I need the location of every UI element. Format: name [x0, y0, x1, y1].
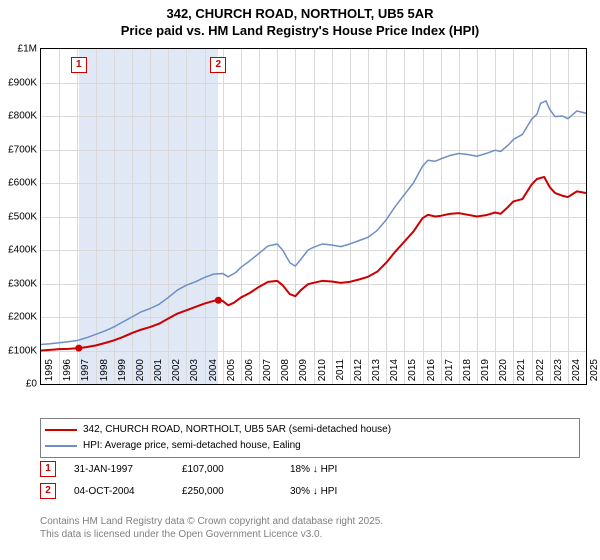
sale-price: £250,000: [182, 486, 272, 497]
chart-title: 342, CHURCH ROAD, NORTHOLT, UB5 5AR Pric…: [0, 0, 600, 40]
x-axis-label: 2007: [262, 359, 273, 389]
y-axis-label: £500K: [8, 211, 37, 222]
series-line-price_paid: [41, 177, 586, 351]
x-axis-label: 2008: [280, 359, 291, 389]
x-axis-label: 2000: [135, 359, 146, 389]
x-axis-label: 2014: [389, 359, 400, 389]
x-axis-label: 2016: [426, 359, 437, 389]
sale-price: £107,000: [182, 464, 272, 475]
marker-badge-1: 1: [40, 461, 56, 477]
x-axis-label: 1998: [99, 359, 110, 389]
y-axis-label: £100K: [8, 345, 37, 356]
x-axis-label: 2021: [516, 359, 527, 389]
sale-vs-hpi: 18% ↓ HPI: [290, 464, 380, 475]
x-axis-label: 1997: [80, 359, 91, 389]
chart-marker-2: 2: [210, 57, 226, 73]
legend-swatch-hpi: [45, 445, 77, 447]
y-axis-label: £200K: [8, 312, 37, 323]
y-axis-label: £300K: [8, 278, 37, 289]
y-axis-label: £600K: [8, 178, 37, 189]
x-axis-label: 2013: [371, 359, 382, 389]
footer-attribution: Contains HM Land Registry data © Crown c…: [40, 515, 383, 541]
sale-date: 04-OCT-2004: [74, 486, 164, 497]
x-axis-label: 2024: [571, 359, 582, 389]
x-axis-label: 2018: [462, 359, 473, 389]
series-line-hpi: [41, 101, 586, 345]
table-row: 2 04-OCT-2004 £250,000 30% ↓ HPI: [40, 480, 585, 502]
x-axis-label: 2010: [317, 359, 328, 389]
x-axis-label: 2012: [353, 359, 364, 389]
x-axis-label: 2003: [189, 359, 200, 389]
plot-area: £0£100K£200K£300K£400K£500K£600K£700K£80…: [40, 48, 587, 385]
table-row: 1 31-JAN-1997 £107,000 18% ↓ HPI: [40, 458, 585, 480]
footer-line-2: This data is licensed under the Open Gov…: [40, 528, 383, 541]
legend-item-hpi: HPI: Average price, semi-detached house,…: [45, 438, 575, 454]
x-axis-label: 2009: [298, 359, 309, 389]
legend-item-price-paid: 342, CHURCH ROAD, NORTHOLT, UB5 5AR (sem…: [45, 422, 575, 438]
x-axis-label: 2015: [407, 359, 418, 389]
y-axis-label: £800K: [8, 111, 37, 122]
x-axis-label: 2019: [480, 359, 491, 389]
sale-vs-hpi: 30% ↓ HPI: [290, 486, 380, 497]
x-axis-label: 2004: [208, 359, 219, 389]
x-axis-label: 2017: [444, 359, 455, 389]
sale-point-dot: [215, 297, 222, 304]
y-axis-label: £1M: [18, 44, 37, 55]
y-axis-label: £0: [26, 379, 37, 390]
legend-label-hpi: HPI: Average price, semi-detached house,…: [83, 439, 301, 453]
y-axis-label: £400K: [8, 245, 37, 256]
x-axis-label: 1996: [62, 359, 73, 389]
footer-line-1: Contains HM Land Registry data © Crown c…: [40, 515, 383, 528]
x-axis-label: 2023: [553, 359, 564, 389]
x-axis-label: 2020: [498, 359, 509, 389]
x-axis-label: 1999: [117, 359, 128, 389]
y-axis-label: £700K: [8, 144, 37, 155]
y-axis-label: £900K: [8, 77, 37, 88]
marker-badge-2: 2: [40, 483, 56, 499]
title-line-2: Price paid vs. HM Land Registry's House …: [0, 23, 600, 40]
x-axis-label: 2001: [153, 359, 164, 389]
title-line-1: 342, CHURCH ROAD, NORTHOLT, UB5 5AR: [0, 6, 600, 23]
legend-label-price-paid: 342, CHURCH ROAD, NORTHOLT, UB5 5AR (sem…: [83, 423, 391, 437]
x-axis-label: 2002: [171, 359, 182, 389]
legend-swatch-price-paid: [45, 429, 77, 431]
x-axis-label: 2006: [244, 359, 255, 389]
chart-marker-1: 1: [71, 57, 87, 73]
sale-point-dot: [75, 345, 82, 352]
x-axis-label: 1995: [44, 359, 55, 389]
chart-container: 342, CHURCH ROAD, NORTHOLT, UB5 5AR Pric…: [0, 0, 600, 560]
sales-table: 1 31-JAN-1997 £107,000 18% ↓ HPI 2 04-OC…: [40, 458, 585, 502]
x-axis-label: 2011: [335, 359, 346, 389]
x-axis-label: 2022: [535, 359, 546, 389]
chart-lines: [41, 49, 586, 384]
x-axis-label: 2005: [226, 359, 237, 389]
sale-date: 31-JAN-1997: [74, 464, 164, 475]
legend-box: 342, CHURCH ROAD, NORTHOLT, UB5 5AR (sem…: [40, 418, 580, 458]
x-axis-label: 2025: [589, 359, 600, 389]
